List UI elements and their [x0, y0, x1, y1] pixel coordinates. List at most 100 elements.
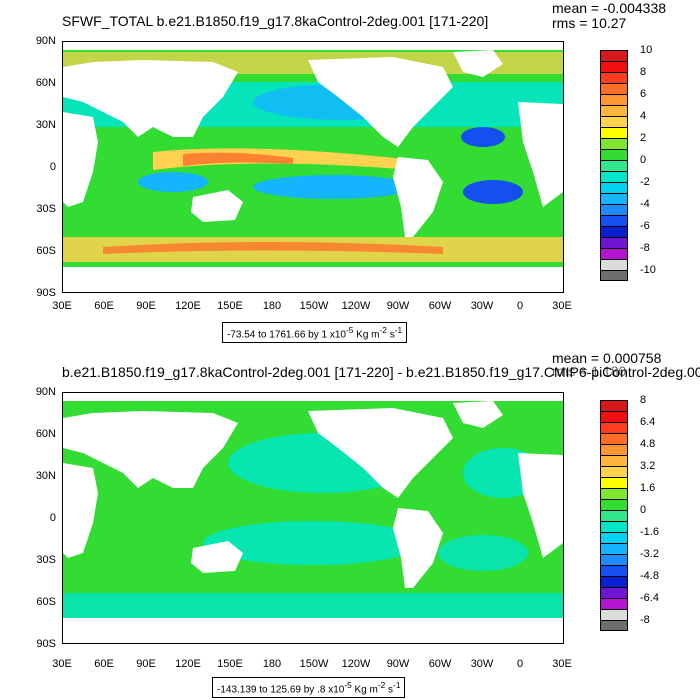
- p1-lat-label-30s: 30S: [36, 203, 56, 215]
- p2-lat-label-90s: 90S: [36, 638, 56, 650]
- colorbar-label: -6.4: [640, 592, 659, 604]
- p1-lat-label-90s: 90S: [36, 287, 56, 299]
- p2-lon-label-180: 180: [262, 658, 282, 670]
- p1-lon-label-30w: 30W: [470, 300, 494, 312]
- p2-lon-label-150w: 150W: [299, 658, 329, 670]
- ocean-southern-cyan: [63, 593, 563, 618]
- p1-lon-label-30e-end: 30E: [552, 300, 572, 312]
- p1-lat-label-0: 0: [49, 161, 56, 173]
- colorbar-swatch: [600, 565, 628, 576]
- p1-lon-label-150e: 150E: [217, 300, 243, 312]
- panel2-stat-mean: mean = 0.000758: [552, 350, 662, 366]
- colorbar-swatch: [600, 248, 628, 259]
- ocean-satl-cyan: [438, 535, 528, 571]
- p1-lon-label-150w: 150W: [299, 300, 329, 312]
- panel1-units-exp2: -2: [379, 325, 387, 335]
- colorbar-label: 6: [640, 88, 647, 100]
- panel1-stat-rms: rms = 10.27: [552, 15, 627, 31]
- colorbar-swatch: [600, 127, 628, 138]
- colorbar-swatch: [600, 609, 628, 620]
- colorbar-swatch: [600, 488, 628, 499]
- p1-lon-label-30e: 30E: [52, 300, 72, 312]
- colorbar-swatch: [600, 576, 628, 587]
- colorbar-swatch: [600, 499, 628, 510]
- colorbar-swatch: [600, 554, 628, 565]
- panel2-units-exp2: -2: [377, 680, 386, 690]
- panel1-units-text: Kg m: [356, 329, 380, 341]
- p2-lat-label-0: 0: [49, 512, 56, 524]
- colorbar-swatch: [600, 61, 628, 72]
- p2-lon-label-30w: 30W: [470, 658, 494, 670]
- p2-lat-label-60s: 60S: [36, 596, 56, 608]
- colorbar-swatch: [600, 422, 628, 433]
- p2-lon-label-60w: 60W: [428, 658, 452, 670]
- panel1-range-text: -73.54 to 1761.66 by 1 x10: [227, 329, 346, 341]
- p2-lon-label-120e: 120E: [175, 658, 201, 670]
- p2-lon-label-0: 0: [516, 658, 524, 670]
- panel1-title: SFWF_TOTAL b.e21.B1850.f19_g17.8kaContro…: [62, 13, 489, 29]
- colorbar-swatch: [600, 204, 628, 215]
- p2-lon-label-30e-end: 30E: [552, 658, 572, 670]
- p2-lon-label-30e: 30E: [52, 658, 72, 670]
- colorbar-label: -10: [640, 264, 656, 276]
- colorbar-swatch: [600, 466, 628, 477]
- ocean-southern-strong: [103, 242, 443, 254]
- p1-lat-label-60s: 60S: [36, 245, 56, 257]
- colorbar-label: 10: [640, 44, 653, 56]
- colorbar-swatch: [600, 521, 628, 532]
- p1-lat-label-30n: 30N: [35, 119, 56, 131]
- p2-lat-label-90n: 90N: [35, 386, 56, 398]
- colorbar-label: -8: [640, 242, 650, 254]
- p1-lon-label-180: 180: [262, 300, 282, 312]
- colorbar-label: -2: [640, 176, 650, 188]
- colorbar-swatch: [600, 543, 628, 554]
- colorbar-swatch: [600, 215, 628, 226]
- panel1-map: [62, 41, 564, 293]
- p2-lon-label-60e: 60E: [94, 658, 114, 670]
- colorbar-label: 8: [640, 394, 647, 406]
- panel2-range-text: -143.139 to 125.69 by .8 x10: [217, 684, 345, 696]
- panel2-title: b.e21.B1850.f19_g17.8kaControl-2deg.001 …: [62, 364, 700, 380]
- p1-lon-label-90e: 90E: [136, 300, 156, 312]
- panel2-units-text: Kg m: [354, 684, 378, 696]
- panel1-units-exp3: -1: [394, 325, 403, 335]
- colorbar-label: 6.4: [640, 416, 656, 428]
- colorbar-swatch: [600, 193, 628, 204]
- colorbar-label: -6: [640, 220, 650, 232]
- p2-lat-label-30s: 30S: [36, 554, 56, 566]
- colorbar-swatch: [600, 72, 628, 83]
- colorbar-swatch: [600, 138, 628, 149]
- colorbar-swatch: [600, 116, 628, 127]
- panel2-colorbar: [600, 400, 628, 631]
- colorbar-swatch: [600, 83, 628, 94]
- p1-lon-label-120w: 120W: [341, 300, 371, 312]
- colorbar-label: 2: [640, 132, 647, 144]
- colorbar-label: -3.2: [640, 548, 659, 560]
- p1-lon-label-60e: 60E: [94, 300, 114, 312]
- panel2-units-exp: -5: [344, 680, 352, 690]
- colorbar-swatch: [600, 171, 628, 182]
- ocean-spac-cyan: [203, 521, 423, 565]
- p1-lon-label-0: 0: [516, 300, 524, 312]
- p2-lon-label-90w: 90W: [386, 658, 410, 670]
- colorbar-label: -8: [640, 614, 650, 626]
- colorbar-swatch: [600, 50, 628, 61]
- ocean-spac-blue: [253, 175, 413, 199]
- colorbar-swatch: [600, 477, 628, 488]
- colorbar-swatch: [600, 598, 628, 609]
- colorbar-swatch: [600, 94, 628, 105]
- panel2-colorbar-swatches: [600, 400, 628, 631]
- p2-lon-label-90e: 90E: [136, 658, 156, 670]
- colorbar-label: 1.6: [640, 482, 656, 494]
- p2-lon-label-120w: 120W: [341, 658, 371, 670]
- ocean-satl-deep: [463, 180, 523, 204]
- ocean-natl-deep: [461, 127, 505, 147]
- colorbar-swatch: [600, 510, 628, 521]
- colorbar-swatch: [600, 226, 628, 237]
- panel2-map: [62, 392, 564, 644]
- panel1-units-s: s: [389, 329, 395, 341]
- colorbar-label: 0: [640, 504, 647, 516]
- panel1-range-box: -73.54 to 1761.66 by 1 x10-5 Kg m-2 s-1: [222, 322, 408, 344]
- colorbar-swatch: [600, 270, 628, 281]
- p1-lat-label-60n: 60N: [35, 77, 56, 89]
